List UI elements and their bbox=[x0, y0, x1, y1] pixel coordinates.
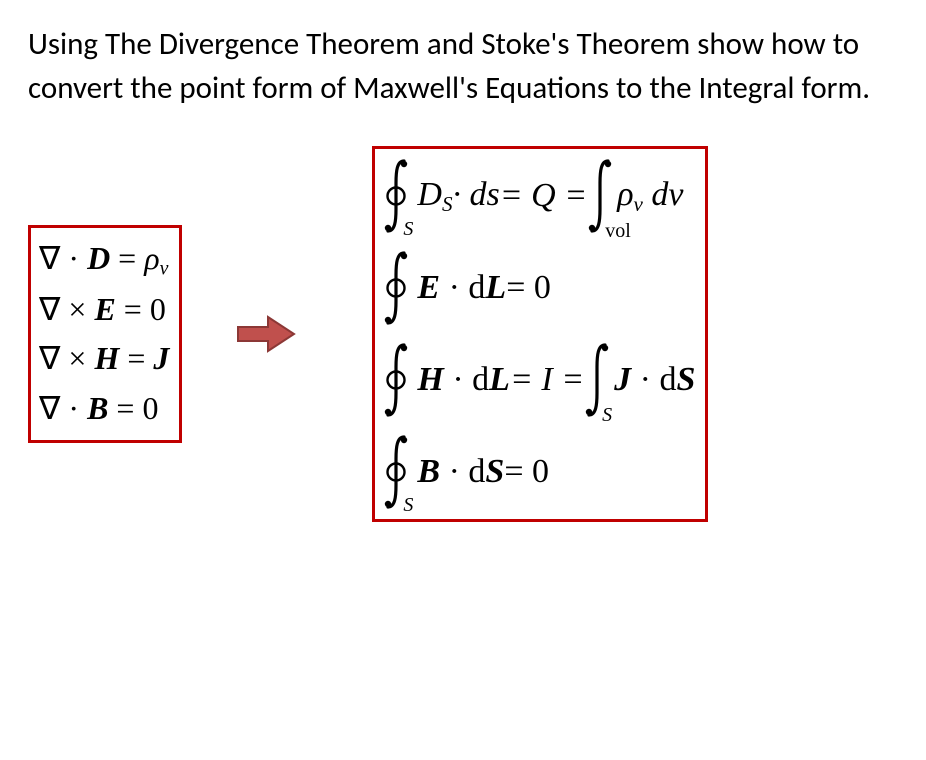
field-D: D bbox=[417, 176, 442, 213]
dotd: · d bbox=[440, 453, 485, 490]
dL: L bbox=[489, 361, 510, 398]
lhs: B · dS bbox=[417, 452, 504, 493]
eq-curl-E: ∇ × E = 0 bbox=[39, 285, 169, 335]
op: ∇ · bbox=[39, 390, 87, 426]
dotd: · d bbox=[440, 269, 485, 306]
rhs: J · dS bbox=[614, 360, 695, 401]
equations-row: ∇ · D = ρv ∇ × E = 0 ∇ × H = J ∇ · B = 0 bbox=[28, 146, 898, 522]
field-E: E bbox=[94, 291, 115, 327]
int-sub: S bbox=[403, 217, 413, 241]
eq-int-gauss-D: S DS· ds = Q = vol ρv dv bbox=[381, 157, 695, 235]
op: ∇ · bbox=[39, 240, 87, 276]
dot-ds: · ds bbox=[453, 176, 500, 213]
eq-int-ampere: H · dL = I = S J · dS bbox=[381, 341, 695, 419]
eq-sign: = bbox=[119, 340, 153, 376]
closed-line-integral-icon bbox=[381, 341, 415, 419]
field-B: B bbox=[87, 390, 108, 426]
rhs: ρv dv bbox=[617, 175, 683, 217]
eq-sign: = bbox=[110, 240, 144, 276]
arrow-shape bbox=[238, 317, 294, 351]
dS: S bbox=[485, 453, 504, 490]
rho: ρ bbox=[617, 176, 633, 213]
eq-int-faraday: E · dL = 0 bbox=[381, 249, 695, 327]
field-H: H bbox=[94, 340, 119, 376]
eq-div-B: ∇ · B = 0 bbox=[39, 384, 169, 434]
page-root: Using The Divergence Theorem and Stoke's… bbox=[0, 0, 926, 544]
field-B: B bbox=[417, 453, 440, 490]
lhs: DS· ds bbox=[417, 175, 499, 217]
field-E: E bbox=[417, 269, 440, 306]
prompt-text: Using The Divergence Theorem and Stoke's… bbox=[28, 22, 898, 110]
field-J: J bbox=[153, 340, 169, 376]
mid: = I = bbox=[510, 360, 584, 401]
dv: dv bbox=[643, 176, 684, 213]
closed-surface-integral-icon: S bbox=[381, 157, 415, 235]
lhs: E · dL bbox=[417, 268, 506, 309]
lhs: H · dL bbox=[417, 360, 510, 401]
int-sub: S bbox=[403, 493, 413, 517]
volume-integral-icon: vol bbox=[587, 157, 615, 235]
field-H: H bbox=[417, 361, 443, 398]
D-sub: S bbox=[442, 192, 453, 216]
arrow-icon bbox=[236, 313, 298, 355]
rhs: = 0 bbox=[506, 268, 551, 309]
field-J: J bbox=[614, 361, 631, 398]
rhs: = 0 bbox=[116, 291, 166, 327]
op: ∇ × bbox=[39, 340, 94, 376]
rhs: = 0 bbox=[504, 452, 549, 493]
int-sub: S bbox=[602, 403, 612, 427]
mid: = Q = bbox=[500, 176, 587, 217]
closed-surface-integral-icon: S bbox=[381, 433, 415, 511]
eq-curl-H: ∇ × H = J bbox=[39, 334, 169, 384]
surface-integral-icon: S bbox=[584, 341, 612, 419]
point-form-box: ∇ · D = ρv ∇ × E = 0 ∇ × H = J ∇ · B = 0 bbox=[28, 225, 182, 442]
eq-div-D: ∇ · D = ρv bbox=[39, 234, 169, 284]
rhs: = 0 bbox=[108, 390, 158, 426]
rho-sub: v bbox=[160, 258, 169, 280]
field-D: D bbox=[87, 240, 110, 276]
rho-sub: v bbox=[634, 192, 643, 216]
int-sub: vol bbox=[605, 219, 631, 243]
dS: S bbox=[677, 361, 696, 398]
closed-line-integral-icon bbox=[381, 249, 415, 327]
op: ∇ × bbox=[39, 291, 94, 327]
dotd: · d bbox=[631, 361, 676, 398]
dotd: · d bbox=[444, 361, 489, 398]
dL: L bbox=[485, 269, 506, 306]
rho: ρ bbox=[144, 240, 159, 276]
integral-form-box: S DS· ds = Q = vol ρv dv bbox=[372, 146, 708, 522]
eq-int-gauss-B: S B · dS = 0 bbox=[381, 433, 695, 511]
